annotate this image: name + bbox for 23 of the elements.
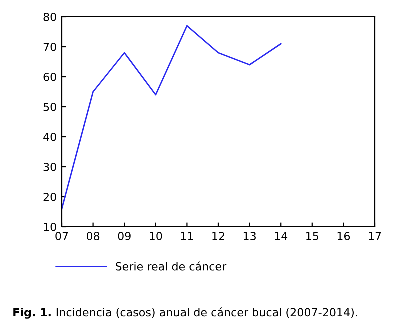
y-tick-label: 60: [44, 72, 56, 82]
text: Incidencia (casos) anual de cáncer bucal (2007-2014).: [56, 308, 358, 318]
x-tick-label: 14: [275, 232, 288, 240]
x-tick-label: 09: [118, 232, 131, 240]
x-tick-label: 08: [86, 232, 100, 240]
x-tick-label: 07: [56, 232, 68, 240]
y-tick-label: 30: [44, 162, 56, 172]
y-tick-label: 40: [44, 132, 56, 142]
y-tick-label: 70: [44, 42, 56, 52]
x-tick-label: 10: [150, 232, 162, 240]
x-tick-label: 13: [244, 232, 256, 240]
x-tick-label: 11: [181, 232, 194, 240]
line-series: [62, 25, 282, 210]
y-tick-label: 50: [44, 102, 56, 112]
x-tick-label: 12: [212, 232, 224, 240]
caption: Fig. 1.: [14, 308, 51, 319]
x-tick-label: 16: [338, 232, 350, 240]
legend-label: Serie real de cáncer: [116, 262, 227, 271]
y-tick-label: 80: [44, 12, 56, 22]
x-tick-label: 17: [369, 232, 382, 240]
y-tick-label: 10: [44, 222, 56, 232]
x-tick-label: 15: [306, 232, 318, 240]
y-tick-label: 20: [44, 192, 56, 202]
